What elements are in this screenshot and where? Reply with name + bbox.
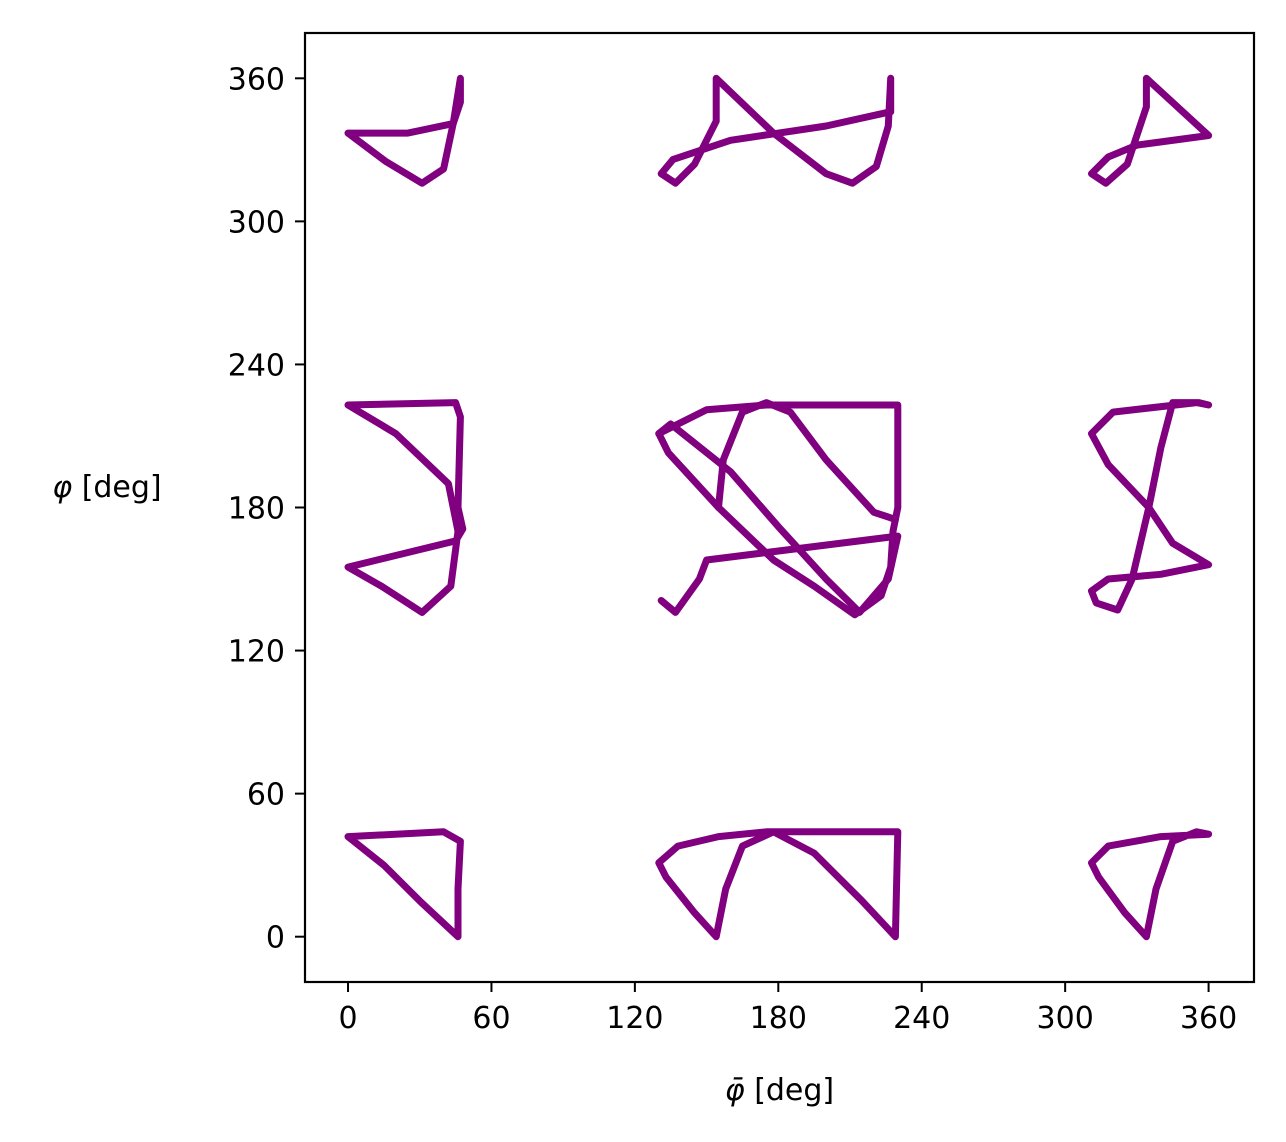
y-tick-label: 300: [228, 205, 285, 240]
x-axis-label-space: [745, 1073, 755, 1108]
y-tick-label: 60: [247, 778, 285, 813]
x-tick-label: 300: [1037, 1001, 1094, 1036]
y-tick-label: 360: [228, 62, 285, 97]
y-tick-label: 180: [228, 492, 285, 527]
series-line: [657, 74, 895, 187]
y-tick-label: 120: [228, 635, 285, 670]
series-line: [1088, 828, 1213, 941]
x-axis-label-symbol: φ̄: [725, 1073, 745, 1108]
y-axis-ticks: 0 60 120 180 240 300 360: [228, 62, 305, 956]
x-tick-label: 60: [472, 1001, 510, 1036]
series-line: [1088, 74, 1213, 187]
y-tick-label: 240: [228, 348, 285, 383]
y-axis-label: φ [deg]: [52, 470, 161, 505]
series-line: [344, 399, 467, 616]
y-axis-label-space: [72, 470, 82, 505]
x-tick-label: 240: [893, 1001, 950, 1036]
series-line: [344, 74, 464, 187]
series-line: [1088, 399, 1213, 614]
y-axis-label-unit: [deg]: [82, 470, 162, 505]
series-line: [715, 399, 899, 523]
series-line: [655, 828, 902, 941]
series-line: [344, 828, 464, 941]
x-tick-label: 360: [1180, 1001, 1237, 1036]
x-axis-label-unit: [deg]: [754, 1073, 834, 1108]
x-axis-label: φ̄ [deg]: [725, 1073, 834, 1108]
y-axis-label-symbol: φ: [52, 470, 72, 505]
y-tick-label: 0: [266, 921, 285, 956]
x-tick-label: 0: [338, 1001, 357, 1036]
x-axis-ticks: 0 60 120 180 240 300 360: [338, 982, 1237, 1036]
x-tick-label: 180: [750, 1001, 807, 1036]
series-layer: [344, 74, 1213, 941]
x-tick-label: 120: [606, 1001, 663, 1036]
